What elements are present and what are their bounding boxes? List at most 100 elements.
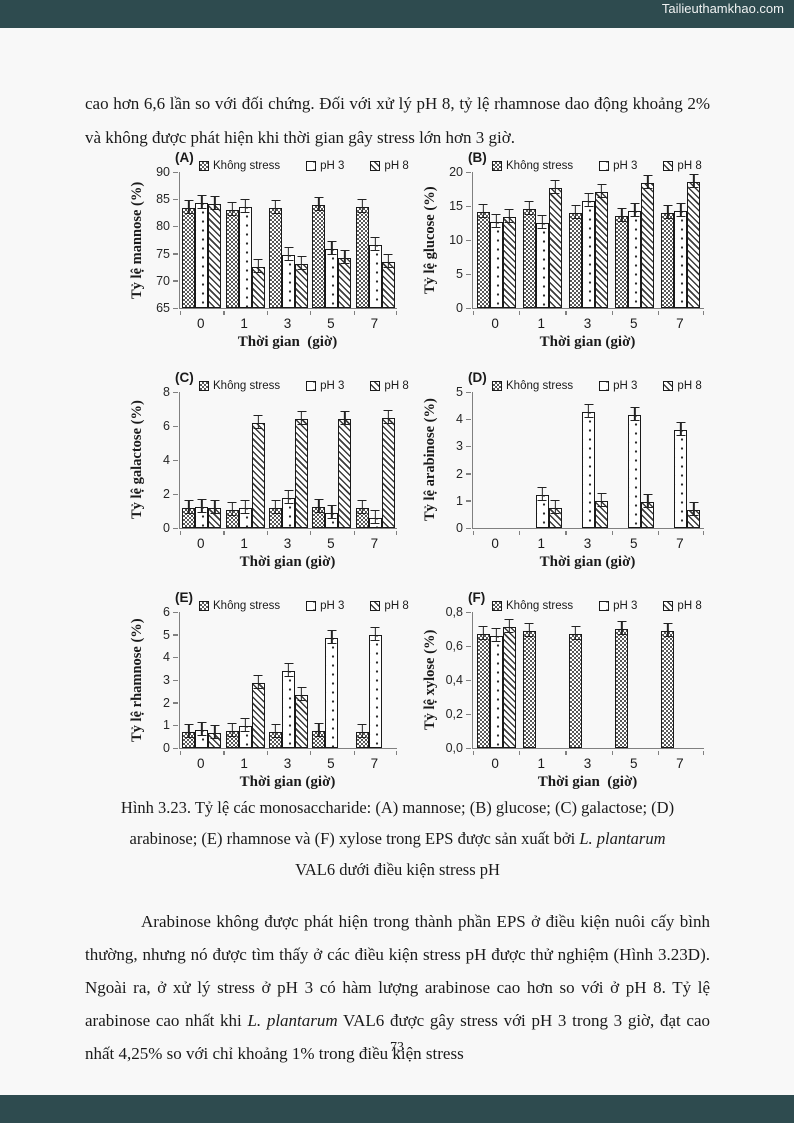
bar-group [267,172,310,308]
bar [312,204,326,308]
y-tick-mark [173,493,178,495]
error-bar [550,499,560,514]
error-bar [297,411,307,426]
y-tick-label: 5 [456,385,463,399]
bar [381,418,395,528]
y-tick-label: 5 [456,267,463,281]
bar [325,638,339,748]
error-bar [184,199,194,214]
bar [628,415,642,528]
error-bar [210,724,220,739]
bar-slot [182,172,196,308]
error-bar [370,509,380,524]
bar-slot [325,392,339,528]
legend-swatch [599,601,610,611]
legend-swatch [663,601,674,611]
x-tick-mark [310,531,312,535]
x-tick-mark [353,531,355,535]
bar-groups [180,392,397,528]
x-tick-label: 0 [491,316,499,331]
bar [325,249,339,308]
chart-a: (A) Tỷ lệ mannose (%) 65 70 75 80 85 90 Không st… [127,150,420,355]
x-tick-label: 1 [537,536,546,551]
bar-group [612,172,658,308]
error-bar [370,236,380,251]
bar-slot [674,172,688,308]
error-bar [630,407,640,422]
bar [338,257,352,308]
error-bar [524,201,534,216]
bar [295,694,309,748]
x-tick-label: 5 [629,316,638,331]
bar-slot [225,392,239,528]
x-tick-labels: 0 1 3 5 7 [179,316,396,331]
error-bar [617,621,627,635]
error-bar [478,204,488,219]
plot-area [173,171,397,315]
bar [661,213,675,308]
x-tick-label: 5 [327,316,335,331]
paragraph-bottom-after: VAL6 được gây stress với pH 3 trong 3 gi… [85,1011,711,1063]
y-tick-label: 6 [163,419,170,433]
y-tick-mark [173,611,178,613]
error-bar [197,722,207,737]
x-tick-label: 7 [370,316,379,331]
y-tick-label: 4 [163,650,170,665]
y-tick-mark [173,656,178,659]
bar [338,419,352,528]
error-bar [327,630,337,645]
error-bar [383,253,393,268]
y-tick-mark [466,713,471,715]
x-tick-label: 0 [491,756,499,771]
bar [628,210,642,308]
bar [381,261,395,308]
bar-slot [325,172,339,308]
bar-slot [595,172,608,308]
x-tick-mark [611,531,613,535]
x-tick-mark [702,311,704,315]
bar-slot [641,392,655,528]
error-bar [630,202,640,217]
chart-e: (E) Tỷ lệ rhamnose (%) 0 1 2 3 4 5 6 Không stress… [127,590,420,795]
bar-group [223,392,266,528]
error-bar [357,499,367,514]
bar-slot [522,172,536,308]
panel-letter: (E) [175,590,193,605]
bar-slot [368,392,382,528]
y-tick-mark [173,253,178,255]
bar [208,204,222,308]
bar-slot [476,172,490,308]
error-bar [676,203,686,218]
y-tick-label: 0 [163,741,170,755]
x-tick-label: 3 [583,316,592,331]
bar-slot [238,392,252,528]
y-tick-mark [466,273,471,275]
bar [615,216,629,308]
bar-slot [251,612,265,748]
error-bar [327,504,337,519]
bar-group [223,172,266,308]
x-tick-mark [565,751,567,755]
legend-label: Không stress [506,380,574,392]
x-tick-mark [223,751,225,755]
bar-group [519,172,565,308]
plot-area [173,611,397,755]
bar-slot [628,172,642,308]
bar-group [180,172,223,308]
bar-slot [535,172,549,308]
y-tick-label: 70 [156,273,170,288]
bar-group [310,172,353,308]
bar-group [473,172,519,308]
bar-slot [225,172,239,308]
y-tick-labels: 0 1 2 3 4 5 6 [141,605,175,755]
bar-slot [582,392,595,528]
bar-slot [312,612,326,748]
error-bar [689,501,699,516]
bar-slot [687,172,701,308]
bar-slot [569,172,582,308]
bar [582,412,595,528]
y-tick-mark [466,645,471,647]
error-bar [663,205,673,220]
bar-group [612,392,658,528]
bar-slot [182,612,196,748]
